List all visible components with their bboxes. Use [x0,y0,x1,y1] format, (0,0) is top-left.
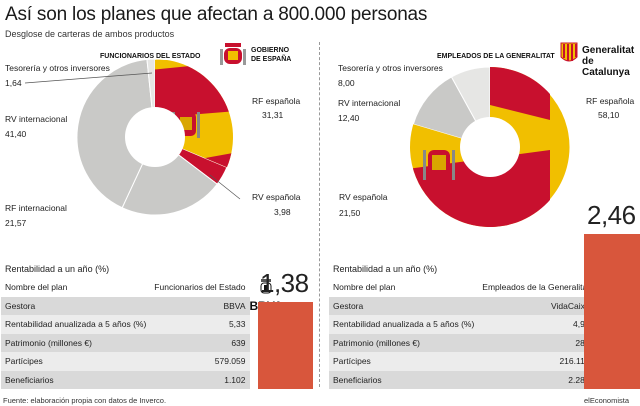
source-note: Fuente: elaboración propia con datos de … [3,396,167,405]
table-row: GestoraBBVABBVA [1,296,283,315]
row-label: Rentabilidad anualizada a 5 años (%) [1,315,151,334]
left-donut-hole [125,107,185,167]
left-donut-chart [24,58,241,216]
right-label-tesoreria: Tesorería y otros inversores [338,63,443,73]
left-value-tesoreria: 1,64 [5,78,22,88]
pie-slice-rf-internacional [121,136,218,216]
row-label: Beneficiarios [329,370,479,389]
right-value-tesoreria: 8,00 [338,78,355,88]
logo-line-2: de Catalunya [582,56,630,78]
right-label-rv-internacional: RV internacional [338,98,401,108]
row-value: 284 [478,333,594,352]
table-row: Nombre del plan Empleados de la Generalit… [329,278,612,297]
row-label: Nombre del plan [1,278,151,297]
row-label: Beneficiarios [1,370,151,389]
row-value: BBVA [150,296,250,315]
row-value: Empleados de la Generalitat [478,278,594,297]
right-value-rv-internacional: 12,40 [338,113,360,123]
row-label: Partícipes [1,352,151,371]
table-row: Rentabilidad anualizada a 5 años (%) 5,33… [1,315,283,334]
right-bar-value: 2,46 [587,200,636,230]
right-donut-chart [409,66,571,228]
row-value: 639 [150,333,250,352]
leader-line [209,174,241,200]
row-value: 579.059 [150,352,250,371]
gobierno-espana-logo [218,40,248,70]
brand-name: elEconomista [584,396,630,405]
logo-line-1: Generalitat [582,45,635,56]
leader-line [24,72,153,84]
page-title: Así son los planes que afectan a 800.000… [5,4,428,25]
left-label-rv-espanola: RV española [252,192,301,202]
right-value-rv-espanola: 21,50 [339,208,361,218]
row-icon-cell [249,278,283,297]
row-value: 216.114 [478,352,594,371]
table-row: Nombre del plan Funcionarios del Estado [1,278,283,297]
row-value: 1.102 [150,370,250,389]
row-label: Partícipes [329,352,479,371]
left-value-rv-internacional: 41,40 [5,129,27,139]
right-plan-table: Nombre del plan Empleados de la Generalit… [329,278,612,389]
row-label: Gestora [1,296,151,315]
right-table-title: Rentabilidad a un año (%) [333,264,438,274]
row-value: Funcionarios del Estado [150,278,250,297]
left-label-tesoreria: Tesorería y otros inversores [5,63,110,73]
logo-line-2: DE ESPAÑA [251,56,292,63]
left-value-rf-internacional: 21,57 [5,218,27,228]
row-value: 4,91 [478,315,594,334]
left-value-rv-espanola: 3,98 [274,207,291,217]
table-row: Gestora VidaCaixa [329,296,612,315]
left-label-rv-internacional: RV internacional [5,114,68,124]
left-bar-value: 1,38 [260,268,309,298]
table-row: Patrimonio (millones €) 639 [1,333,283,352]
table-row: Beneficiarios 2.283 [329,370,612,389]
right-label-rv-espanola: RV española [339,192,388,202]
left-label-rf-internacional: RF internacional [5,203,67,213]
coat-of-arms-icon [218,40,248,70]
generalitat-flag-icon [560,42,578,62]
logo-line-1: GOBIERNO [251,47,290,54]
coat-of-arms-icon [260,279,272,294]
row-label: Patrimonio (millones €) [1,333,151,352]
left-panel-header: FUNCIONARIOS DEL ESTADO [100,53,201,60]
right-label-rf-espanola: RF española [586,96,635,106]
row-label: Patrimonio (millones €) [329,333,479,352]
flag-coat-of-arms [423,150,455,180]
right-bar [584,234,640,389]
left-label-rf-espanola: RF española [252,96,301,106]
left-value-rf-espanola: 31,31 [262,110,284,120]
left-table-title: Rentabilidad a un año (%) [5,264,110,274]
table-row: Partícipes 579.059 [1,352,283,371]
right-value-rf-espanola: 58,10 [598,110,620,120]
left-bar [258,302,313,389]
table-row: Rentabilidad anualizada a 5 años (%) 4,91… [329,315,612,334]
row-label: Rentabilidad anualizada a 5 años (%) [329,315,479,334]
row-value: 5,33 [150,315,250,334]
pie-slice-rv-internacional [76,58,156,209]
table-row: Partícipes 216.114 [329,352,612,371]
right-donut-hole [460,117,520,177]
row-label: Gestora [329,296,479,315]
row-value: 2.283 [478,370,594,389]
right-panel-header: EMPLEADOS DE LA GENERALITAT [437,53,555,60]
table-row: Beneficiarios 1.102 [1,370,283,389]
table-row: Patrimonio (millones €) 284 [329,333,612,352]
generalitat-logo [560,42,578,66]
row-label: Nombre del plan [329,278,479,297]
panel-divider [319,42,320,387]
page-subtitle: Desglose de carteras de ambos productos [5,29,175,39]
left-plan-table: Nombre del plan Funcionarios del Estado Ge… [1,278,283,389]
row-value: VidaCaixa [478,296,594,315]
